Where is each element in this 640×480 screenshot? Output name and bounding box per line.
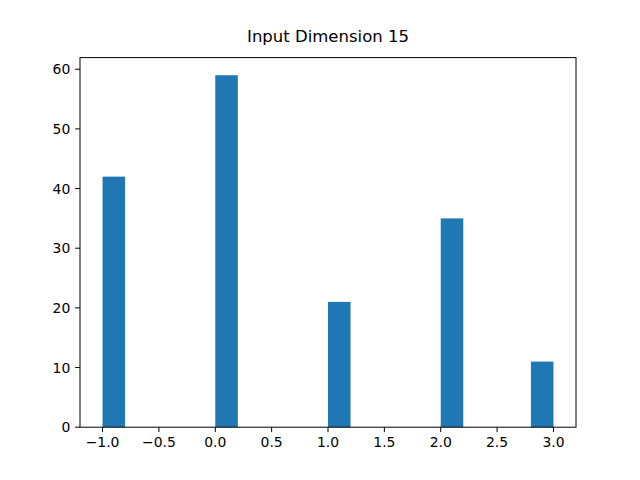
x-tick-label: 0.0 [204,434,226,450]
x-tick-label: 3.0 [542,434,564,450]
histogram-bar [103,177,126,428]
x-tick-label: −0.5 [142,434,176,450]
histogram-bar [215,75,238,427]
histogram-bar [441,218,464,427]
figure-canvas: Input Dimension 15 −1.0−0.50.00.51.01.52… [0,0,640,480]
y-tick-label: 10 [53,360,71,376]
x-tick-label: 0.5 [261,434,283,450]
histogram-plot: −1.0 −0.5 0.0 0.5 1.0 1.5 2.0 2.5 3.0 0 10 20 30 40 50… [0,0,640,480]
y-tick-label: 30 [53,240,71,256]
x-tick-label: 2.5 [486,434,508,450]
y-tick-label: 60 [53,61,71,77]
x-tick-label: 1.0 [317,434,339,450]
histogram-bar [531,362,554,428]
histogram-bar [328,302,351,427]
y-tick-label: 50 [53,121,71,137]
y-tick-label: 40 [53,181,71,197]
x-tick-label: 1.5 [373,434,395,450]
x-tick-label: 2.0 [430,434,452,450]
y-tick-label: 20 [53,300,71,316]
y-tick-label: 0 [61,419,70,435]
x-tick-label: −1.0 [86,434,120,450]
